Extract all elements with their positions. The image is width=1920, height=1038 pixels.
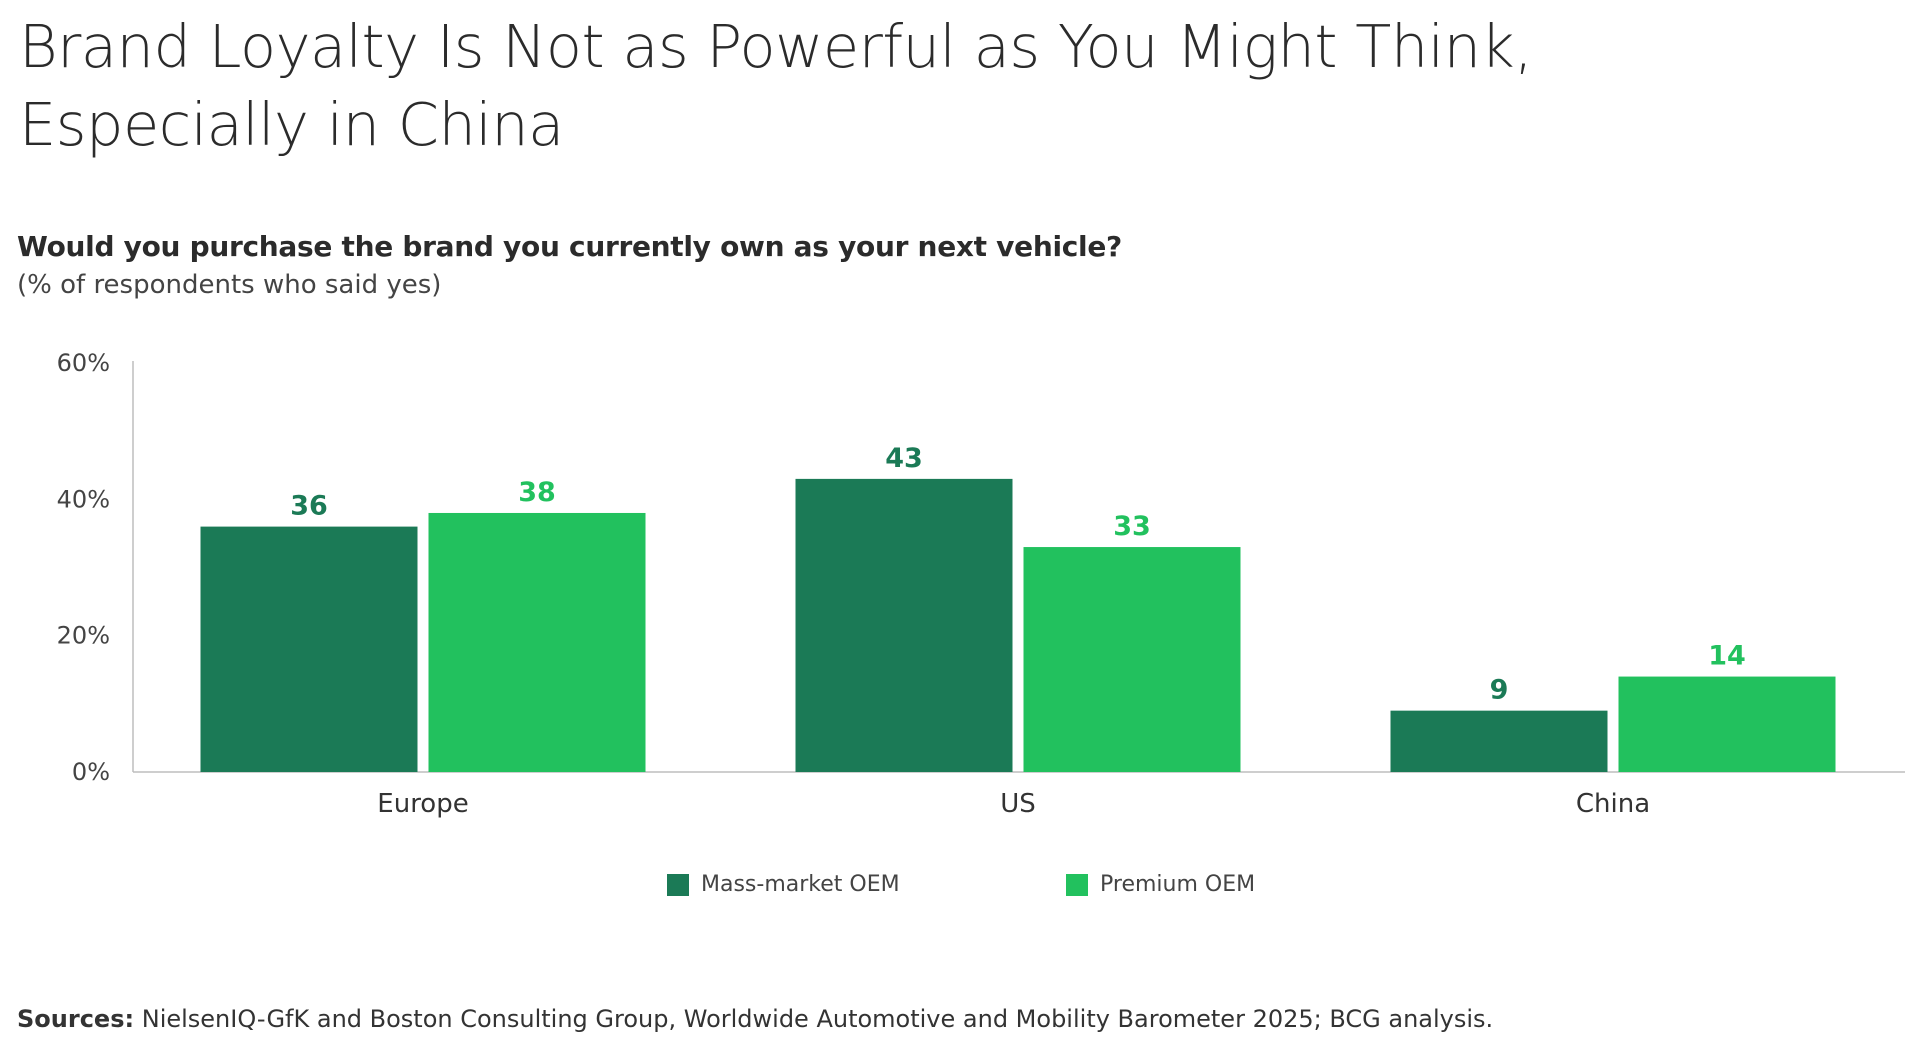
bar-us-mass-market [795, 478, 1013, 772]
data-label: 9 [1490, 675, 1509, 706]
bar-china-premium [1618, 676, 1836, 772]
data-label: 33 [1113, 511, 1151, 542]
legend-label-mass-market: Mass-market OEM [701, 872, 900, 897]
data-label: 36 [290, 491, 328, 522]
y-tick-label: 20% [57, 622, 110, 650]
x-tick-label: US [1000, 789, 1036, 819]
page-title: Brand Loyalty Is Not as Powerful as You … [19, 8, 1619, 164]
legend-item-premium: Premium OEM [1066, 872, 1255, 897]
data-label: 38 [518, 477, 556, 508]
y-tick-label: 40% [57, 485, 110, 513]
legend-swatch-premium [1066, 873, 1088, 896]
chart-title: Would you purchase the brand you current… [17, 230, 1122, 263]
bar-europe-premium [428, 512, 646, 772]
data-label: 14 [1708, 641, 1746, 672]
x-tick-label: China [1576, 789, 1650, 819]
sources-text: NielsenIQ-GfK and Boston Consulting Grou… [141, 1005, 1494, 1033]
legend-item-mass-market: Mass-market OEM [667, 872, 900, 897]
y-tick-label: 0% [72, 758, 110, 786]
bar-china-mass-market [1390, 710, 1608, 772]
bar-chart: 0% 20% 40% 60% 36 38 Europe 43 33 US 9 14 China [57, 349, 1905, 819]
title-line-1: Brand Loyalty Is Not as Powerful as You … [19, 12, 1533, 81]
bar-europe-mass-market [200, 526, 418, 772]
legend-swatch-mass-market [667, 873, 689, 896]
sources-label: Sources: [17, 1005, 135, 1033]
title-line-2: Especially in China [19, 90, 564, 159]
x-tick-label: Europe [377, 789, 468, 819]
legend-label-premium: Premium OEM [1100, 872, 1256, 897]
bar-us-premium [1023, 547, 1241, 772]
data-label: 43 [885, 443, 923, 474]
chart-subtitle: (% of respondents who said yes) [17, 270, 442, 300]
y-tick-label: 60% [57, 349, 110, 377]
sources-note: Sources: NielsenIQ-GfK and Boston Consul… [17, 1005, 1493, 1033]
